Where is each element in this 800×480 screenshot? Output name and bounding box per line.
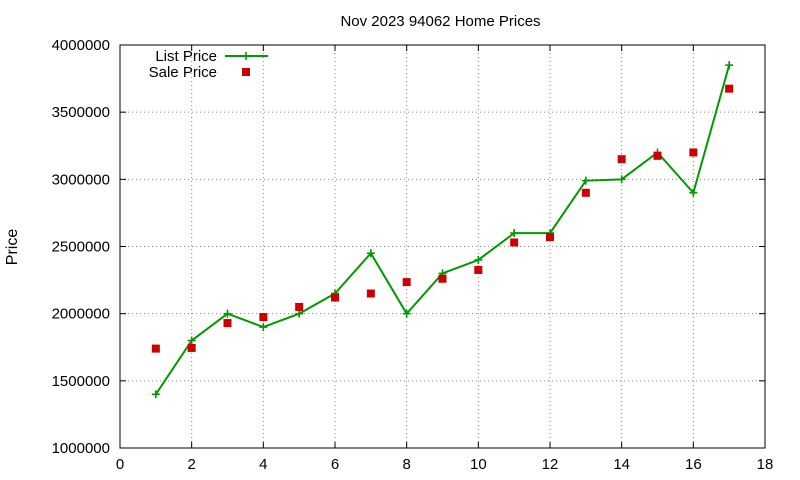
x-tick-label: 12 <box>542 456 559 473</box>
sale-price-point <box>187 343 196 352</box>
sale-price-point <box>689 148 698 157</box>
x-tick-label: 2 <box>187 456 195 473</box>
series-list-price <box>151 61 734 399</box>
series-sale-price <box>151 84 734 353</box>
sale-price-point <box>366 289 375 298</box>
sale-price-point <box>223 319 232 328</box>
list-price-point <box>474 255 483 264</box>
sale-price-point <box>581 188 590 197</box>
list-price-point <box>510 229 519 238</box>
list-price-point <box>223 309 232 318</box>
list-price-point <box>617 175 626 184</box>
list-price-point <box>366 249 375 258</box>
grid <box>120 45 765 448</box>
sale-price-point <box>402 278 411 287</box>
x-tick-label: 8 <box>402 456 410 473</box>
x-tick-label: 10 <box>470 456 487 473</box>
list-price-point <box>259 323 268 332</box>
legend-plus-marker <box>242 52 250 60</box>
y-tick-label: 1000000 <box>52 440 110 457</box>
sale-price-point <box>331 293 339 302</box>
list-price-point <box>689 188 698 197</box>
chart-title: Nov 2023 94062 Home Prices <box>340 13 540 30</box>
sale-price-point <box>151 344 160 353</box>
x-tick-label: 14 <box>613 456 630 473</box>
sale-price-point <box>259 313 268 322</box>
y-tick-label: 2000000 <box>52 306 110 323</box>
x-tick-label: 0 <box>116 456 124 473</box>
x-tick-label: 18 <box>757 456 774 473</box>
y-tick-label: 2500000 <box>52 239 110 256</box>
sale-price-point <box>725 84 734 93</box>
list-price-point <box>581 176 590 185</box>
sale-price-point <box>617 155 626 164</box>
sale-price-point <box>546 233 554 242</box>
y-tick-label: 1500000 <box>52 373 110 390</box>
list-price-line <box>155 64 731 395</box>
list-price-point <box>725 61 734 70</box>
x-tick-label: 4 <box>259 456 267 473</box>
list-price-point <box>151 390 160 399</box>
axis-ticks: 0 2 4 6 8 10 12 14 16 18 1000000 1500000 2000000 2500… <box>52 37 774 473</box>
x-tick-label: 16 <box>685 456 702 473</box>
y-tick-label: 4000000 <box>52 37 110 54</box>
list-price-point <box>187 336 196 345</box>
sale-price-point <box>295 302 304 311</box>
list-price-point <box>402 309 411 318</box>
legend-square-marker <box>242 68 250 76</box>
y-axis-label: Price <box>4 229 21 266</box>
sale-price-point <box>438 274 447 283</box>
series-group <box>151 61 734 399</box>
sale-price-point <box>474 266 483 275</box>
y-tick-label: 3500000 <box>52 104 110 121</box>
sale-price-point <box>510 238 519 247</box>
sale-price-point <box>653 151 662 160</box>
legend-label: List Price <box>155 48 217 65</box>
y-tick-label: 3000000 <box>52 171 110 188</box>
list-price-point <box>295 309 304 318</box>
x-tick-label: 6 <box>331 456 339 473</box>
legend-label: Sale Price <box>149 64 217 81</box>
